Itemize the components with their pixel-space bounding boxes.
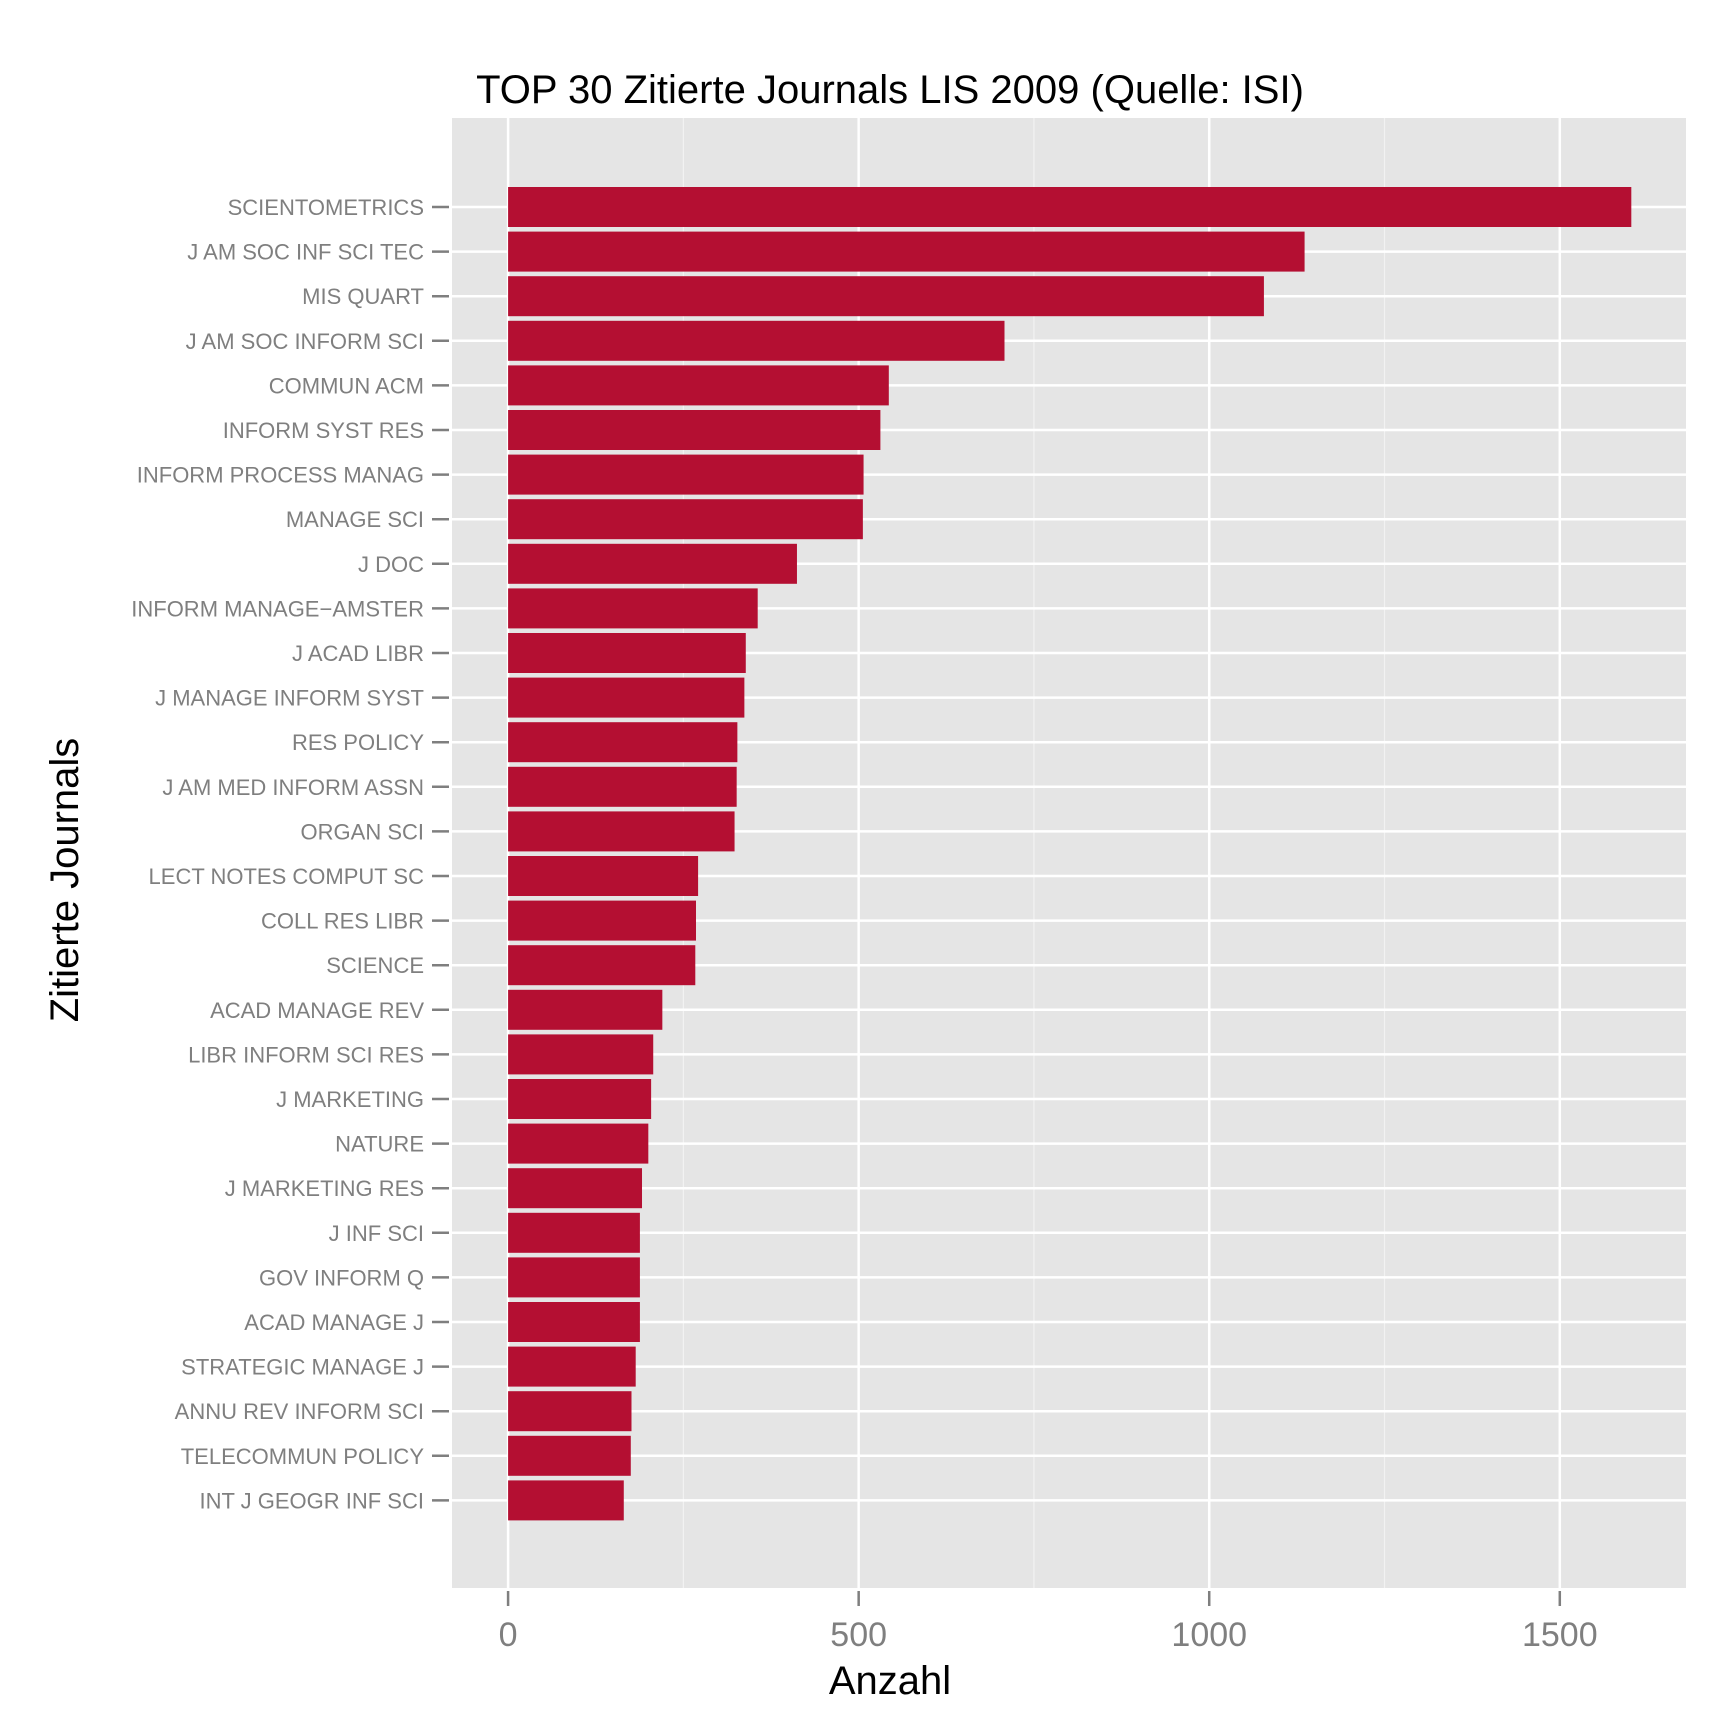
bar	[508, 856, 699, 896]
y-tick-label: J AM SOC INFORM SCI	[186, 329, 424, 354]
y-tick-label: INFORM SYST RES	[223, 418, 424, 443]
y-tick-label: INT J GEOGR INF SCI	[199, 1488, 424, 1513]
x-tick-label: 0	[499, 1616, 518, 1654]
bar	[508, 276, 1264, 317]
y-tick-label: NATURE	[335, 1132, 424, 1157]
bar	[508, 633, 746, 673]
y-tick-label: J INF SCI	[329, 1221, 424, 1246]
bar	[508, 1034, 654, 1075]
y-tick-label: ACAD MANAGE J	[244, 1310, 424, 1335]
bar	[508, 900, 696, 941]
y-axis-ticks: SCIENTOMETRICS J AM SOC INF SCI TEC MIS QU…	[131, 195, 449, 1513]
y-tick-label: COMMUN ACM	[269, 373, 424, 398]
y-tick-label: SCIENTOMETRICS	[228, 195, 424, 220]
y-tick-label: SCIENCE	[326, 953, 424, 978]
y-tick-label: MANAGE SCI	[286, 507, 424, 532]
bar	[508, 945, 696, 986]
bar	[508, 1480, 624, 1521]
y-tick-label: INFORM PROCESS MANAG	[137, 463, 424, 488]
bar	[508, 766, 737, 807]
y-tick-label: J DOC	[358, 552, 424, 577]
y-tick-label: MIS QUART	[302, 284, 424, 309]
chart-title: TOP 30 Zitierte Journals LIS 2009 (Quell…	[476, 68, 1304, 112]
y-tick-label: J MARKETING	[276, 1087, 424, 1112]
bar	[508, 1302, 640, 1342]
bars	[508, 187, 1632, 1521]
y-tick-label: GOV INFORM Q	[259, 1265, 424, 1290]
y-tick-label: LECT NOTES COMPUT SC	[149, 864, 425, 889]
y-tick-label: RES POLICY	[292, 730, 424, 755]
bar	[508, 1346, 636, 1387]
y-tick-label: INFORM MANAGE−AMSTER	[131, 596, 424, 621]
y-tick-label: COLL RES LIBR	[261, 909, 424, 934]
bar	[508, 320, 1005, 361]
bar	[508, 543, 797, 584]
bar	[508, 1168, 643, 1209]
x-tick-label: 1000	[1171, 1616, 1247, 1654]
x-tick-label: 1500	[1522, 1616, 1598, 1654]
bar	[508, 1435, 631, 1476]
bar	[508, 454, 864, 495]
y-tick-label: J AM SOC INF SCI TEC	[187, 240, 424, 265]
bar	[508, 231, 1305, 272]
y-tick-label: J MARKETING RES	[225, 1176, 424, 1201]
y-tick-label: J MANAGE INFORM SYST	[155, 686, 424, 711]
y-tick-label: ACAD MANAGE REV	[210, 998, 424, 1023]
bar	[508, 1123, 649, 1164]
bar	[508, 1391, 632, 1432]
bar	[508, 811, 735, 852]
bar	[508, 1079, 652, 1119]
bar	[508, 588, 758, 629]
y-tick-label: LIBR INFORM SCI RES	[188, 1042, 424, 1067]
bar	[508, 365, 889, 406]
bar	[508, 410, 881, 450]
plot-panel	[452, 118, 1686, 1588]
bar	[508, 1257, 640, 1298]
x-axis-ticks: 0 500 1000 1500	[499, 1591, 1598, 1654]
bar	[508, 1212, 640, 1253]
x-tick-label: 500	[830, 1616, 887, 1654]
bar	[508, 499, 863, 540]
y-axis-title: Zitierte Journals	[43, 738, 87, 1023]
x-axis-title: Anzahl	[829, 1659, 951, 1703]
bar	[508, 187, 1632, 227]
y-tick-label: ORGAN SCI	[301, 819, 424, 844]
bar	[508, 989, 663, 1030]
bar	[508, 677, 745, 718]
y-tick-label: ANNU REV INFORM SCI	[175, 1399, 424, 1424]
y-tick-label: TELECOMMUN POLICY	[181, 1444, 425, 1469]
y-tick-label: J ACAD LIBR	[292, 641, 424, 666]
bar	[508, 722, 738, 763]
y-tick-label: STRATEGIC MANAGE J	[181, 1355, 424, 1380]
y-tick-label: J AM MED INFORM ASSN	[162, 775, 424, 800]
